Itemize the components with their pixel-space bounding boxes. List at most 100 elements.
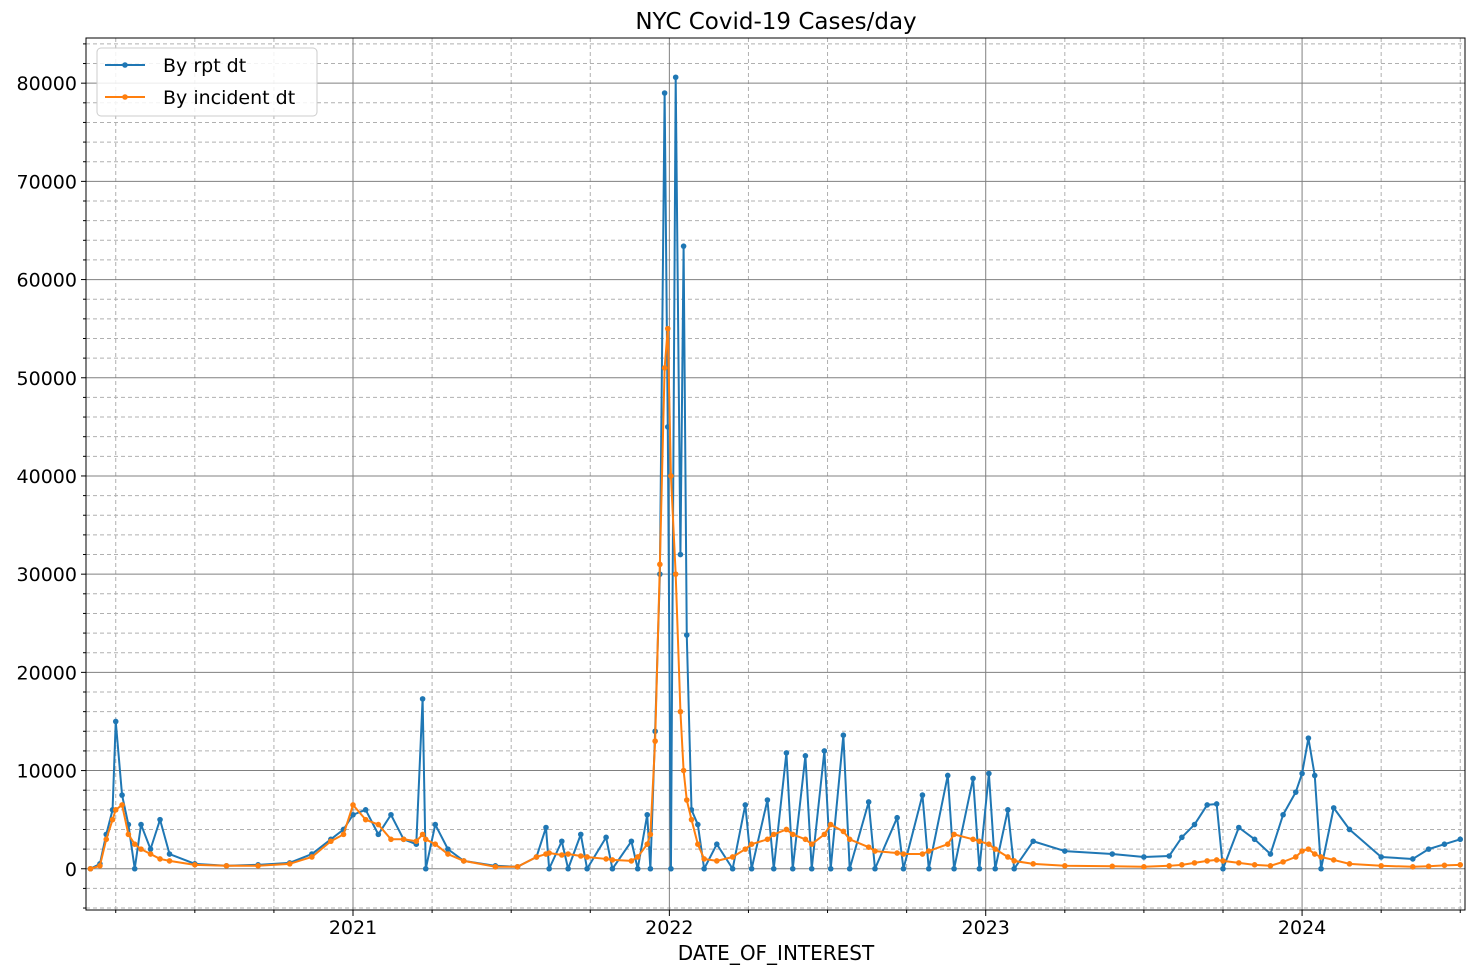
data-point [103, 836, 110, 843]
data-point [764, 797, 771, 803]
data-point [109, 816, 116, 823]
data-point [131, 865, 138, 872]
data-point [603, 856, 609, 862]
data-point [340, 831, 347, 838]
data-point [742, 846, 749, 852]
data-point [400, 836, 407, 843]
data-point [664, 325, 671, 332]
data-point [1062, 863, 1068, 869]
data-point [584, 865, 590, 872]
data-point [1410, 863, 1416, 870]
data-point [680, 767, 687, 774]
data-point [166, 858, 173, 864]
data-point [992, 846, 999, 852]
data-point [748, 865, 755, 872]
data-point [865, 844, 872, 850]
data-point [827, 821, 834, 828]
legend-marker [122, 94, 128, 100]
data-point [1299, 770, 1305, 777]
data-point [125, 831, 132, 838]
data-point [1305, 735, 1312, 741]
data-point [770, 865, 777, 872]
legend-box [96, 47, 318, 117]
data-point [97, 863, 103, 869]
data-point [1346, 861, 1353, 867]
x-axis-label: DATE_OF_INTEREST [678, 941, 875, 965]
data-point [432, 821, 439, 828]
data-point [422, 865, 429, 872]
grid [86, 38, 1465, 910]
data-point [714, 841, 720, 848]
data-point [846, 865, 853, 872]
data-point [422, 836, 429, 843]
data-point [375, 831, 382, 838]
data-point [976, 838, 983, 845]
y-tick-label: 10000 [17, 761, 77, 783]
data-point [821, 831, 828, 838]
data-point [350, 802, 356, 808]
data-point [944, 772, 951, 779]
data-point [951, 865, 957, 872]
data-point [1166, 863, 1173, 869]
data-point [714, 858, 720, 864]
data-point [1305, 846, 1312, 852]
data-point [872, 865, 878, 872]
data-point [1318, 854, 1324, 860]
data-point [1011, 858, 1017, 864]
data-point [1191, 821, 1198, 828]
data-point [119, 802, 125, 808]
data-point [1311, 772, 1318, 779]
data-point [672, 74, 679, 81]
data-point [802, 753, 809, 759]
data-point [672, 571, 679, 577]
data-point [644, 811, 651, 818]
data-point [1251, 862, 1258, 868]
data-point [1410, 856, 1416, 862]
data-point [647, 865, 654, 872]
data-point [1292, 854, 1299, 860]
data-point [789, 865, 796, 872]
data-point [951, 831, 957, 838]
data-point [729, 865, 736, 872]
ticks: 0 10000 20000 30000 40000 50000 60000 70000 8000… [17, 43, 1461, 939]
data-point [770, 831, 777, 838]
data-point [976, 865, 983, 872]
data-point [1166, 853, 1173, 859]
data-point [112, 807, 119, 813]
data-point [628, 858, 635, 864]
legend-label: By incident dt [163, 87, 295, 109]
x-tick-label: 2023 [962, 917, 1010, 939]
data-point [1030, 838, 1036, 845]
data-point [432, 841, 439, 848]
data-point [1311, 851, 1318, 857]
data-point [644, 841, 651, 848]
data-point [584, 854, 590, 860]
data-point [695, 821, 701, 828]
data-point [808, 865, 815, 872]
data-point [514, 863, 521, 870]
data-point [944, 841, 951, 848]
data-point [827, 865, 834, 872]
data-point [1005, 807, 1011, 813]
data-point [688, 816, 695, 823]
data-point [742, 802, 749, 808]
data-point [1251, 836, 1258, 843]
data-point [609, 865, 616, 872]
data-point [609, 857, 616, 863]
data-point [729, 854, 736, 860]
data-point [147, 851, 154, 857]
data-point [992, 865, 999, 872]
data-point [628, 838, 635, 845]
data-point [362, 807, 369, 813]
data-point [1441, 862, 1448, 869]
data-point [668, 473, 674, 479]
data-point [577, 831, 584, 838]
data-point [131, 841, 138, 848]
legend-label: By rpt dt [163, 55, 246, 77]
data-point [634, 865, 641, 872]
data-point [1346, 826, 1353, 833]
data-point [157, 816, 163, 823]
chart-title: NYC Covid-19 Cases/day [635, 9, 916, 35]
data-point [147, 846, 154, 852]
data-point [192, 862, 198, 868]
